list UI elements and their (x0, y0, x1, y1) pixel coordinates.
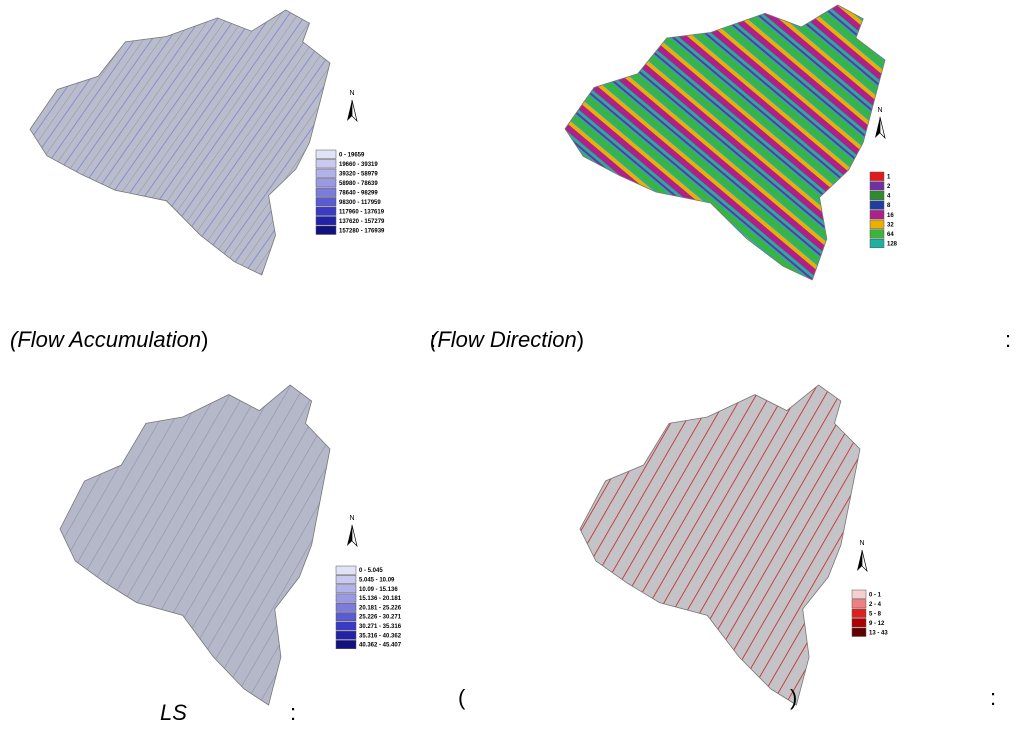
north-label: N (877, 107, 882, 114)
legend-label: 13 - 43 (869, 630, 888, 636)
legend-swatch (336, 631, 356, 639)
terrain-map (565, 5, 885, 280)
legend-swatch (316, 217, 336, 226)
caption-colon: : (290, 700, 296, 725)
legend-swatch (336, 575, 356, 583)
legend-label: 2 (887, 184, 891, 190)
caption-text: LS (160, 700, 187, 725)
legend-swatch (316, 226, 336, 235)
legend-label: 30.271 - 35.316 (359, 624, 402, 630)
legend-label: 64 (887, 232, 894, 238)
legend-label: 19660 - 39319 (339, 162, 378, 168)
north-arrow (857, 550, 862, 571)
legend-swatch (336, 622, 356, 630)
legend-swatch (336, 585, 356, 593)
legend-swatch (852, 590, 866, 599)
north-arrow (862, 550, 867, 571)
terrain-map (30, 10, 330, 275)
legend-label: 15.136 - 20.181 (359, 596, 402, 602)
terrain-map (60, 385, 330, 705)
legend-label: 5 - 8 (869, 611, 882, 617)
north-label: N (349, 90, 354, 97)
caption-colon: : (1005, 327, 1011, 352)
figure-page: N 0 - 19659 19660 - 39319 39320 - 58979 5898… (0, 0, 1016, 755)
caption-close: ) (577, 327, 584, 352)
legend-label: 4 (887, 194, 891, 200)
north-arrow (880, 117, 885, 138)
legend-label: 16 (887, 213, 894, 219)
legend-swatch (316, 198, 336, 207)
legend-label: 98300 - 117959 (339, 200, 381, 206)
legend-label: 8 (887, 203, 891, 209)
caption-italic: LS (160, 700, 187, 725)
north-arrow (347, 100, 352, 121)
legend-label: 0 - 1 (869, 592, 882, 598)
legend-label: 10.09 - 15.136 (359, 587, 398, 593)
legend-swatch (316, 207, 336, 216)
north-arrow (347, 525, 352, 546)
legend-label: 78640 - 98299 (339, 190, 378, 196)
legend-swatch (870, 210, 884, 219)
legend-label: 5.045 - 10.09 (359, 578, 395, 584)
legend-swatch (852, 600, 866, 609)
legend-swatch (336, 594, 356, 602)
north-arrow (875, 117, 880, 138)
legend-swatch (336, 603, 356, 611)
legend-swatch (316, 169, 336, 178)
legend-swatch (870, 239, 884, 248)
legend-label: 32 (887, 222, 894, 228)
terrain-map (580, 385, 860, 705)
legend-label: 25.226 - 30.271 (359, 615, 402, 621)
legend-label: 35.316 - 40.362 (359, 633, 402, 639)
legend-swatch (316, 160, 336, 169)
north-arrow (352, 100, 357, 121)
legend-label: 137620 - 157279 (339, 219, 385, 225)
legend-label: 157280 - 176939 (339, 228, 385, 234)
caption-text: (Flow Accumulation) (10, 327, 208, 352)
legend-swatch (870, 191, 884, 200)
legend-label: 1 (887, 174, 891, 180)
legend-swatch (852, 628, 866, 637)
north-label: N (859, 540, 864, 547)
legend-label: 2 - 4 (869, 602, 882, 608)
legend-swatch (336, 640, 356, 648)
legend-label: 20.181 - 25.226 (359, 605, 402, 611)
legend-label: 40.362 - 45.407 (359, 643, 402, 649)
legend-label: 0 - 19659 (339, 152, 365, 158)
legend-swatch (336, 613, 356, 621)
caption-italic: (Flow Direction (430, 327, 577, 352)
legend-swatch (316, 179, 336, 188)
caption-text: (Flow Direction) (430, 327, 584, 352)
legend-swatch (870, 172, 884, 181)
legend-swatch (852, 609, 866, 618)
legend-swatch (870, 182, 884, 191)
legend-swatch (336, 566, 356, 574)
legend-swatch (870, 230, 884, 239)
caption-text: ) (790, 685, 797, 710)
legend-swatch (870, 201, 884, 210)
north-arrow (352, 525, 357, 546)
legend-swatch (316, 188, 336, 197)
legend-swatch (316, 150, 336, 159)
caption-close: ) (201, 327, 208, 352)
caption-italic: (Flow Accumulation (10, 327, 201, 352)
legend-label: 9 - 12 (869, 621, 885, 627)
legend-label: 0 - 5.045 (359, 568, 383, 574)
north-label: N (349, 515, 354, 522)
legend-swatch (870, 220, 884, 229)
legend-label: 58980 - 78639 (339, 181, 378, 187)
caption-text: ( (458, 685, 466, 710)
legend-label: 117960 - 137619 (339, 209, 385, 215)
legend-label: 128 (887, 242, 898, 248)
caption-colon: : (990, 685, 996, 710)
legend-label: 39320 - 58979 (339, 171, 378, 177)
legend-swatch (852, 619, 866, 628)
